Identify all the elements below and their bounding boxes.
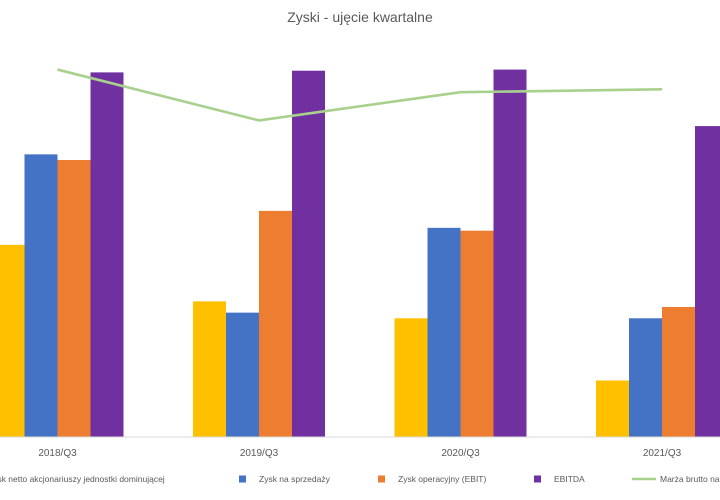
- x-tick-labels: 2018/Q3 2019/Q3 2020/Q3 2021/Q3: [38, 448, 681, 459]
- x-tick-label-3: 2021/Q3: [643, 448, 682, 459]
- legend: Zysk netto akcjonariuszy jednostki domin…: [0, 474, 720, 484]
- line-group: [57, 68, 663, 122]
- bar-2-0: [57, 160, 91, 437]
- legend-label-4: Marża brutto na sprzedaży: [660, 474, 720, 484]
- legend-label-0: Zysk netto akcjonariuszy jednostki domin…: [0, 474, 165, 484]
- bar-2-3: [662, 306, 695, 437]
- x-tick-label-1: 2019/Q3: [240, 448, 279, 459]
- chart-title: Zyski - ujęcie kwartalne: [287, 9, 433, 25]
- bar-0-3: [596, 380, 629, 437]
- x-tick-label-2: 2020/Q3: [441, 448, 480, 459]
- bar-3-1: [292, 70, 325, 437]
- bar-0-0: [0, 244, 25, 437]
- legend-swatch-1: [239, 475, 246, 483]
- bar-3-0: [90, 72, 124, 437]
- bar-3-3: [695, 126, 720, 437]
- bar-0-2: [394, 318, 428, 437]
- x-tick-label-0: 2018/Q3: [38, 448, 77, 459]
- bar-3-2: [493, 69, 527, 437]
- legend-label-3: EBITDA: [554, 474, 585, 484]
- bar-1-0: [24, 154, 58, 437]
- legend-label-2: Zysk operacyjny (EBIT): [398, 474, 486, 484]
- bar-2-1: [259, 210, 292, 437]
- line-series-0: [57, 68, 663, 122]
- legend-swatch-3: [534, 475, 541, 483]
- legend-swatch-2: [378, 475, 385, 483]
- bar-1-3: [629, 318, 662, 437]
- bar-1-2: [427, 227, 461, 437]
- bars-group: [0, 69, 720, 437]
- legend-label-1: Zysk na sprzedaży: [259, 474, 331, 484]
- bar-1-1: [226, 312, 259, 437]
- bar-2-2: [460, 230, 494, 437]
- bar-0-1: [193, 301, 226, 437]
